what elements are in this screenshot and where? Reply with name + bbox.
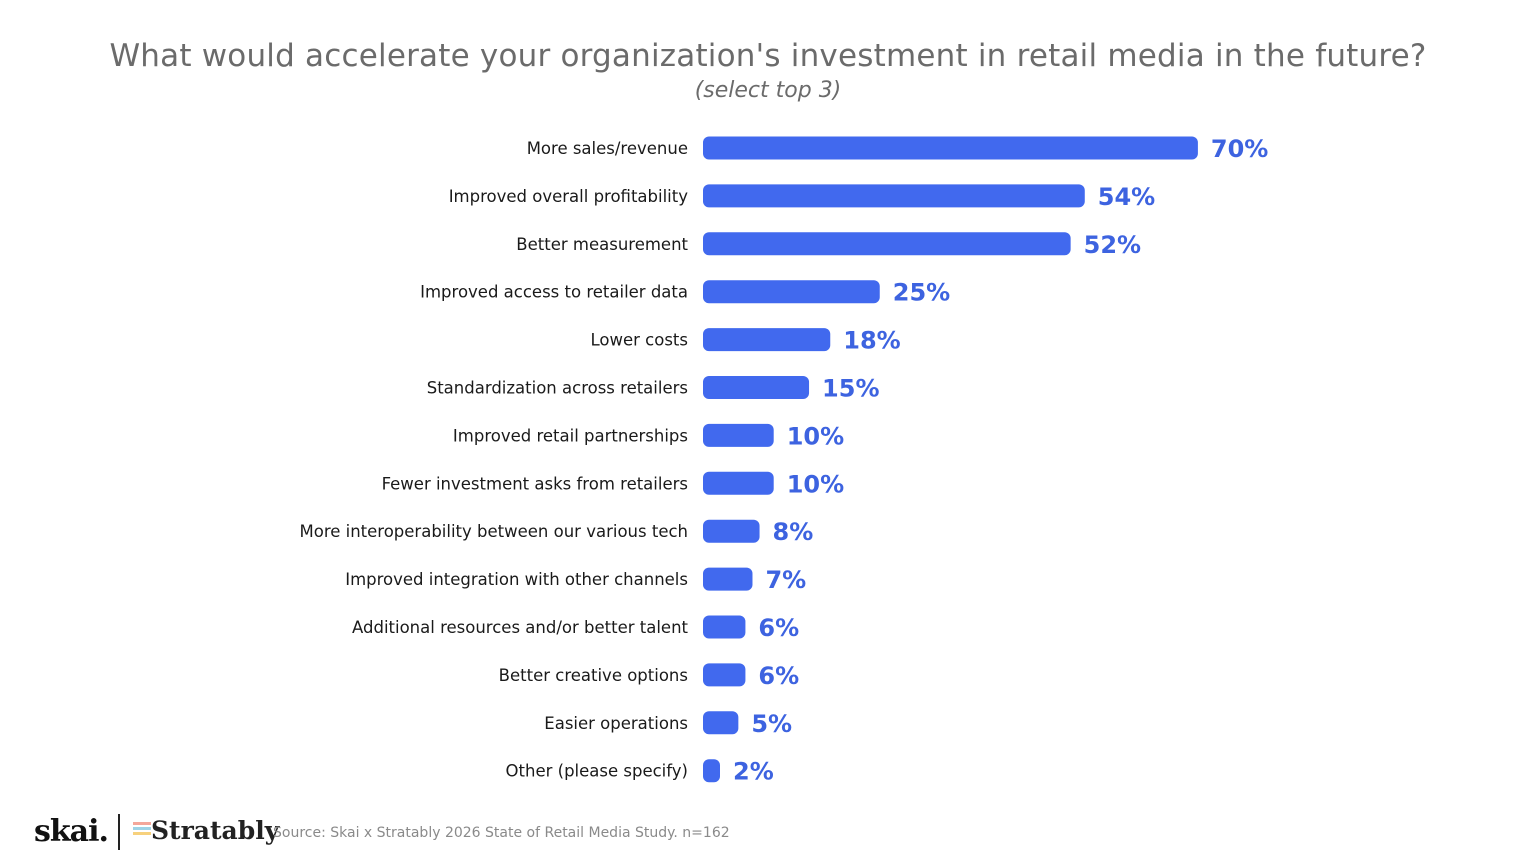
category-label: Improved integration with other channels <box>345 570 688 589</box>
value-label: 6% <box>758 662 799 690</box>
stratably-mark-icon <box>133 822 151 840</box>
value-label: 2% <box>733 758 774 786</box>
category-label: Fewer investment asks from retailers <box>382 474 688 493</box>
bar <box>703 423 774 447</box>
category-label: Other (please specify) <box>506 762 688 781</box>
bar <box>703 663 746 687</box>
bar <box>703 280 880 304</box>
bar <box>703 759 720 783</box>
category-label: More sales/revenue <box>527 139 688 158</box>
bar <box>703 376 810 399</box>
value-label: 7% <box>765 566 806 594</box>
category-label: Improved retail partnerships <box>453 426 688 445</box>
value-label: 10% <box>787 470 844 498</box>
value-label: 5% <box>751 710 792 738</box>
value-label: 10% <box>787 422 844 450</box>
category-label: Better creative options <box>499 666 688 685</box>
bar <box>703 328 831 352</box>
stratably-logo-text: Stratably <box>151 816 280 845</box>
bar <box>703 615 746 639</box>
category-label: Additional resources and/or better talen… <box>352 618 689 637</box>
bar <box>703 232 1071 256</box>
value-label: 18% <box>843 327 900 355</box>
chart-title: What would accelerate your organization'… <box>109 38 1427 74</box>
bar <box>703 519 760 543</box>
chart-subtitle: (select top 3) <box>694 78 842 103</box>
bar <box>703 471 774 495</box>
source-note: Source: Skai x Stratably 2026 State of R… <box>273 825 730 841</box>
category-label: Standardization across retailers <box>427 379 688 398</box>
value-label: 15% <box>822 375 879 403</box>
category-label: Easier operations <box>544 714 688 733</box>
category-label: More interoperability between our variou… <box>299 522 688 541</box>
logo-divider <box>118 814 120 850</box>
value-label: 25% <box>893 279 950 307</box>
category-label: Better measurement <box>516 235 688 254</box>
value-label: 6% <box>758 614 799 642</box>
bar <box>703 711 739 735</box>
skai-logo: skai. <box>34 814 109 849</box>
category-label: Improved access to retailer data <box>420 283 688 302</box>
bar <box>703 567 753 591</box>
footer: skai. Stratably Source: Skai x Stratably… <box>0 808 1536 858</box>
value-label: 54% <box>1098 183 1155 211</box>
category-label: Lower costs <box>590 331 688 350</box>
bar <box>703 184 1085 208</box>
value-label: 70% <box>1211 135 1268 163</box>
category-label: Improved overall profitability <box>449 187 689 206</box>
value-label: 8% <box>773 518 814 546</box>
bar <box>703 136 1198 160</box>
value-label: 52% <box>1084 231 1141 259</box>
